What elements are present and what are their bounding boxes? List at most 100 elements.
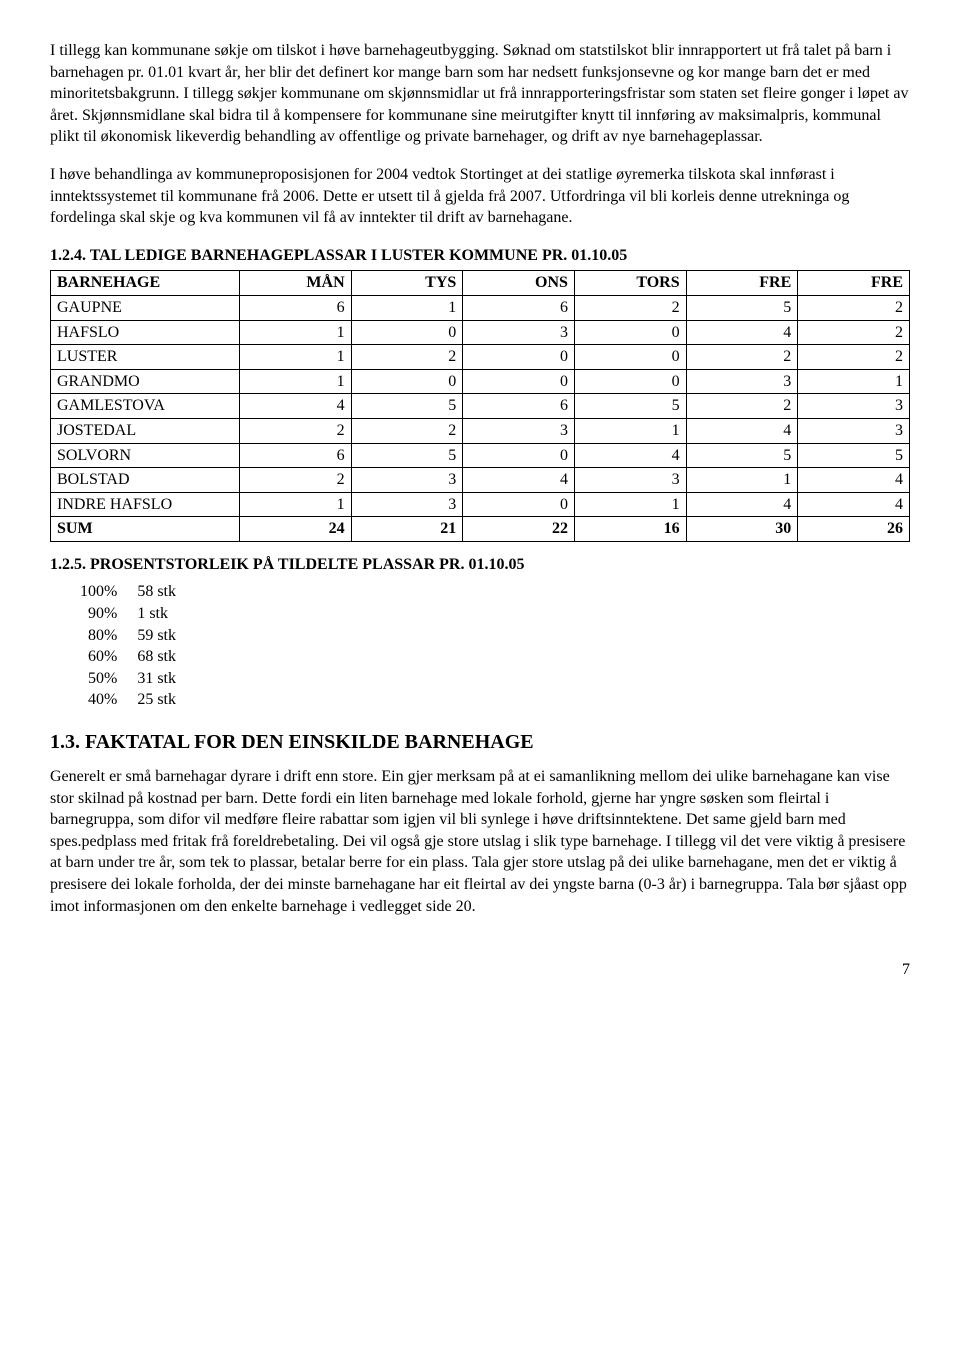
row-value: 5 bbox=[574, 394, 686, 419]
row-value: 0 bbox=[574, 320, 686, 345]
row-value: 1 bbox=[239, 345, 351, 370]
pct-row: 40%25 stk bbox=[80, 689, 194, 711]
row-value: 4 bbox=[574, 443, 686, 468]
row-value: 2 bbox=[686, 394, 798, 419]
pct-count: 25 stk bbox=[137, 689, 194, 711]
pct-row: 80%59 stk bbox=[80, 625, 194, 647]
sum-value: 24 bbox=[239, 517, 351, 542]
pct-count: 31 stk bbox=[137, 668, 194, 690]
row-value: 2 bbox=[798, 295, 910, 320]
row-value: 1 bbox=[239, 492, 351, 517]
table-header-row: BARNEHAGE MÅN TYS ONS TORS FRE FRE bbox=[51, 271, 910, 296]
row-value: 2 bbox=[351, 418, 463, 443]
row-value: 1 bbox=[239, 369, 351, 394]
table-row: LUSTER120022 bbox=[51, 345, 910, 370]
row-value: 5 bbox=[351, 394, 463, 419]
row-value: 0 bbox=[351, 320, 463, 345]
pct-row: 90%1 stk bbox=[80, 603, 194, 625]
row-value: 5 bbox=[351, 443, 463, 468]
row-value: 0 bbox=[463, 443, 575, 468]
row-value: 1 bbox=[351, 295, 463, 320]
prosent-table: 100%58 stk90%1 stk80%59 stk60%68 stk50%3… bbox=[80, 581, 194, 711]
row-value: 3 bbox=[463, 418, 575, 443]
row-value: 4 bbox=[686, 492, 798, 517]
table-row: GAUPNE616252 bbox=[51, 295, 910, 320]
row-value: 1 bbox=[686, 468, 798, 493]
row-value: 3 bbox=[463, 320, 575, 345]
sum-value: 30 bbox=[686, 517, 798, 542]
pct-value: 40% bbox=[80, 689, 137, 711]
row-name: JOSTEDAL bbox=[51, 418, 240, 443]
row-value: 3 bbox=[351, 492, 463, 517]
row-value: 0 bbox=[574, 345, 686, 370]
pct-count: 68 stk bbox=[137, 646, 194, 668]
row-value: 6 bbox=[463, 295, 575, 320]
row-value: 2 bbox=[798, 345, 910, 370]
pct-value: 50% bbox=[80, 668, 137, 690]
row-value: 1 bbox=[574, 492, 686, 517]
row-value: 5 bbox=[686, 443, 798, 468]
sum-value: 16 bbox=[574, 517, 686, 542]
page-number: 7 bbox=[50, 933, 910, 981]
row-value: 6 bbox=[239, 295, 351, 320]
table-row: GRANDMO100031 bbox=[51, 369, 910, 394]
row-name: GAMLESTOVA bbox=[51, 394, 240, 419]
row-name: GRANDMO bbox=[51, 369, 240, 394]
row-name: GAUPNE bbox=[51, 295, 240, 320]
row-value: 2 bbox=[351, 345, 463, 370]
row-value: 4 bbox=[239, 394, 351, 419]
row-name: INDRE HAFSLO bbox=[51, 492, 240, 517]
row-value: 3 bbox=[798, 418, 910, 443]
pct-row: 50%31 stk bbox=[80, 668, 194, 690]
row-value: 0 bbox=[463, 345, 575, 370]
row-value: 2 bbox=[239, 418, 351, 443]
table-row: HAFSLO103042 bbox=[51, 320, 910, 345]
row-value: 0 bbox=[463, 369, 575, 394]
col-tors: TORS bbox=[574, 271, 686, 296]
row-value: 6 bbox=[463, 394, 575, 419]
pct-count: 59 stk bbox=[137, 625, 194, 647]
row-value: 6 bbox=[239, 443, 351, 468]
row-value: 0 bbox=[463, 492, 575, 517]
table-row: JOSTEDAL223143 bbox=[51, 418, 910, 443]
row-name: BOLSTAD bbox=[51, 468, 240, 493]
col-fre: FRE bbox=[686, 271, 798, 296]
row-value: 4 bbox=[463, 468, 575, 493]
paragraph-3: Generelt er små barnehagar dyrare i drif… bbox=[50, 766, 910, 917]
col-fre2: FRE bbox=[798, 271, 910, 296]
paragraph-1: I tillegg kan kommunane søkje om tilskot… bbox=[50, 40, 910, 148]
row-value: 5 bbox=[686, 295, 798, 320]
row-name: LUSTER bbox=[51, 345, 240, 370]
row-value: 0 bbox=[574, 369, 686, 394]
row-value: 4 bbox=[686, 320, 798, 345]
paragraph-2: I høve behandlinga av kommuneproposisjon… bbox=[50, 164, 910, 229]
sum-value: 26 bbox=[798, 517, 910, 542]
pct-value: 60% bbox=[80, 646, 137, 668]
row-name: HAFSLO bbox=[51, 320, 240, 345]
row-value: 4 bbox=[798, 468, 910, 493]
col-ons: ONS bbox=[463, 271, 575, 296]
row-value: 4 bbox=[686, 418, 798, 443]
pct-value: 100% bbox=[80, 581, 137, 603]
pct-row: 60%68 stk bbox=[80, 646, 194, 668]
row-value: 2 bbox=[798, 320, 910, 345]
pct-count: 58 stk bbox=[137, 581, 194, 603]
row-value: 1 bbox=[798, 369, 910, 394]
row-name: SOLVORN bbox=[51, 443, 240, 468]
table-row: BOLSTAD234314 bbox=[51, 468, 910, 493]
pct-row: 100%58 stk bbox=[80, 581, 194, 603]
col-barnehage: BARNEHAGE bbox=[51, 271, 240, 296]
pct-value: 80% bbox=[80, 625, 137, 647]
sum-label: SUM bbox=[51, 517, 240, 542]
row-value: 1 bbox=[574, 418, 686, 443]
table-row: GAMLESTOVA456523 bbox=[51, 394, 910, 419]
row-value: 2 bbox=[686, 345, 798, 370]
row-value: 4 bbox=[798, 492, 910, 517]
col-tys: TYS bbox=[351, 271, 463, 296]
row-value: 2 bbox=[239, 468, 351, 493]
col-man: MÅN bbox=[239, 271, 351, 296]
section-1-3-title: 1.3. FAKTATAL FOR DEN EINSKILDE BARNEHAG… bbox=[50, 729, 910, 756]
sum-value: 22 bbox=[463, 517, 575, 542]
table-sum-row: SUM242122163026 bbox=[51, 517, 910, 542]
row-value: 3 bbox=[351, 468, 463, 493]
